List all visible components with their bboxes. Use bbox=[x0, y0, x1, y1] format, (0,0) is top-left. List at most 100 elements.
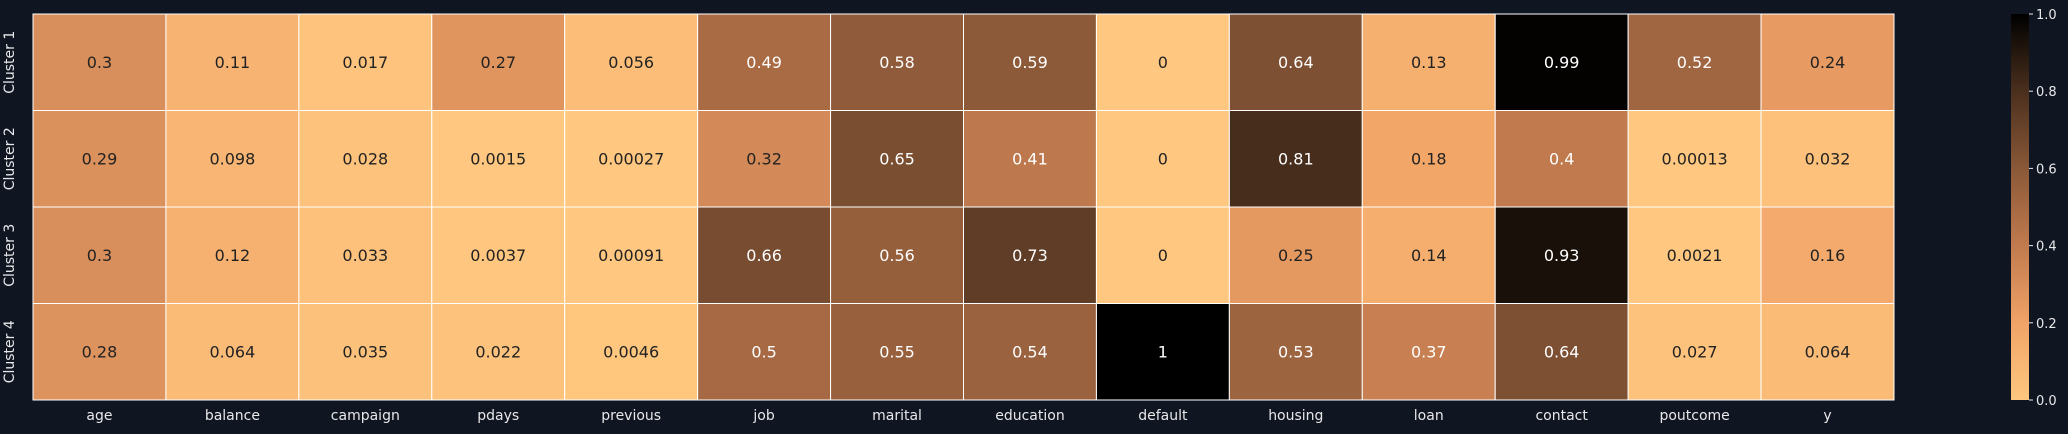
cell-label: 0.098 bbox=[209, 149, 255, 168]
heatmap-cell bbox=[697, 110, 832, 208]
x-tick-label: previous bbox=[601, 408, 661, 424]
heatmap-cell bbox=[1361, 110, 1496, 208]
cell-label: 0.00027 bbox=[598, 149, 664, 168]
cell-label: 0.24 bbox=[1810, 53, 1846, 72]
heatmap-cell bbox=[431, 13, 566, 111]
cell-label: 0.53 bbox=[1278, 342, 1314, 361]
cell-label: 0.027 bbox=[1672, 342, 1718, 361]
heatmap-cell bbox=[830, 110, 964, 208]
colorbar-tick-label: 0.0 bbox=[2036, 394, 2057, 409]
heatmap-cell bbox=[165, 13, 300, 111]
heatmap-cell bbox=[1494, 13, 1629, 111]
colorbar-tick-label: 1.0 bbox=[2036, 8, 2057, 23]
cell-label: 0.0015 bbox=[470, 149, 526, 168]
heatmap-cell bbox=[32, 206, 167, 304]
cell-label: 0.4 bbox=[1549, 149, 1574, 168]
heatmap-cell bbox=[1760, 303, 1895, 401]
heatmap-cell bbox=[830, 206, 964, 304]
cell-label: 0 bbox=[1158, 53, 1168, 72]
heatmap-cell bbox=[963, 206, 1097, 304]
cell-label: 0.032 bbox=[1805, 149, 1851, 168]
cell-label: 0.59 bbox=[1012, 53, 1048, 72]
cell-label: 0 bbox=[1158, 149, 1168, 168]
y-tick-label: Cluster 4 bbox=[2, 320, 18, 383]
x-tick-label: education bbox=[995, 408, 1064, 424]
cell-label: 0.0046 bbox=[603, 342, 659, 361]
heatmap-cell bbox=[1627, 13, 1762, 111]
cell-label: 0.064 bbox=[209, 342, 255, 361]
cell-label: 0.14 bbox=[1411, 246, 1447, 265]
cell-label: 0.18 bbox=[1411, 149, 1447, 168]
cell-label: 0.017 bbox=[342, 53, 388, 72]
heatmap-cell bbox=[1760, 206, 1895, 304]
heatmap-cell bbox=[564, 110, 699, 208]
x-tick-label: contact bbox=[1535, 408, 1588, 424]
heatmap-cell bbox=[298, 110, 433, 208]
cell-label: 0.32 bbox=[746, 149, 782, 168]
cell-label: 0.028 bbox=[342, 149, 388, 168]
cell-label: 0.29 bbox=[82, 149, 118, 168]
x-tick-label: campaign bbox=[331, 408, 400, 424]
cell-label: 0.54 bbox=[1012, 342, 1048, 361]
cell-label: 0.022 bbox=[475, 342, 521, 361]
cell-label: 0.65 bbox=[879, 149, 915, 168]
x-tick-label: pdays bbox=[477, 408, 519, 424]
cell-label: 0.64 bbox=[1278, 53, 1314, 72]
heatmap-cell-labels: 0.3 0.11 0.017 0.27 0.056 0.49 0.58 0.59 0 0.64 0.… bbox=[82, 53, 1851, 362]
heatmap-cell bbox=[1494, 206, 1629, 304]
cell-label: 0.81 bbox=[1278, 149, 1314, 168]
heatmap-cell bbox=[431, 110, 566, 208]
cell-label: 0.55 bbox=[879, 342, 915, 361]
heatmap-cell bbox=[1494, 303, 1629, 401]
cell-label: 0.11 bbox=[215, 53, 251, 72]
cell-label: 0.37 bbox=[1411, 342, 1447, 361]
x-tick-label: age bbox=[86, 408, 112, 424]
heatmap-cell bbox=[1095, 110, 1230, 208]
cell-label: 0.0037 bbox=[470, 246, 526, 265]
colorbar-tick-label: 0.6 bbox=[2036, 162, 2057, 177]
x-tick-label: poutcome bbox=[1659, 408, 1729, 424]
x-tick-label: loan bbox=[1414, 408, 1444, 424]
heatmap-cell bbox=[298, 13, 433, 111]
x-tick-label: job bbox=[752, 408, 774, 424]
cell-label: 0.66 bbox=[746, 246, 782, 265]
cell-label: 0.12 bbox=[215, 246, 251, 265]
cell-label: 0.49 bbox=[746, 53, 782, 72]
heatmap-cell bbox=[32, 303, 167, 401]
heatmap-cell bbox=[697, 13, 832, 111]
colorbar-gradient bbox=[2011, 14, 2029, 400]
cell-label: 0.93 bbox=[1544, 246, 1580, 265]
heatmap-cell bbox=[298, 303, 433, 401]
heatmap-cell bbox=[1760, 110, 1895, 208]
cell-label: 0.73 bbox=[1012, 246, 1048, 265]
heatmap-cell bbox=[1361, 303, 1496, 401]
cell-label: 0.064 bbox=[1805, 342, 1851, 361]
heatmap-cell bbox=[1627, 303, 1762, 401]
y-tick-labels: Cluster 1 Cluster 2 Cluster 3 Cluster 4 bbox=[2, 31, 18, 384]
heatmap-cell bbox=[963, 13, 1097, 111]
heatmap-cell bbox=[963, 303, 1097, 401]
heatmap-cell bbox=[1361, 206, 1496, 304]
cell-label: 0.56 bbox=[879, 246, 915, 265]
cell-label: 0.056 bbox=[608, 53, 654, 72]
cell-label: 0.5 bbox=[751, 342, 776, 361]
heatmap-cell bbox=[564, 13, 699, 111]
heatmap-cell bbox=[697, 303, 832, 401]
heatmap-cell bbox=[963, 110, 1097, 208]
heatmap-cell bbox=[1228, 13, 1363, 111]
cell-label: 0.99 bbox=[1544, 53, 1580, 72]
cell-label: 0.3 bbox=[87, 53, 112, 72]
heatmap-cell bbox=[1228, 206, 1363, 304]
heatmap-cell bbox=[298, 206, 433, 304]
cell-label: 0.58 bbox=[879, 53, 915, 72]
cell-label: 1 bbox=[1158, 342, 1168, 361]
colorbar: 0.0 0.2 0.4 0.6 0.8 1.0 bbox=[2011, 8, 2057, 409]
heatmap-cell bbox=[1095, 206, 1230, 304]
x-tick-label: default bbox=[1138, 408, 1188, 424]
cell-label: 0.25 bbox=[1278, 246, 1314, 265]
x-tick-label: marital bbox=[872, 408, 922, 424]
x-tick-label: y bbox=[1823, 408, 1831, 424]
cell-label: 0.64 bbox=[1544, 342, 1580, 361]
cell-label: 0.27 bbox=[480, 53, 516, 72]
